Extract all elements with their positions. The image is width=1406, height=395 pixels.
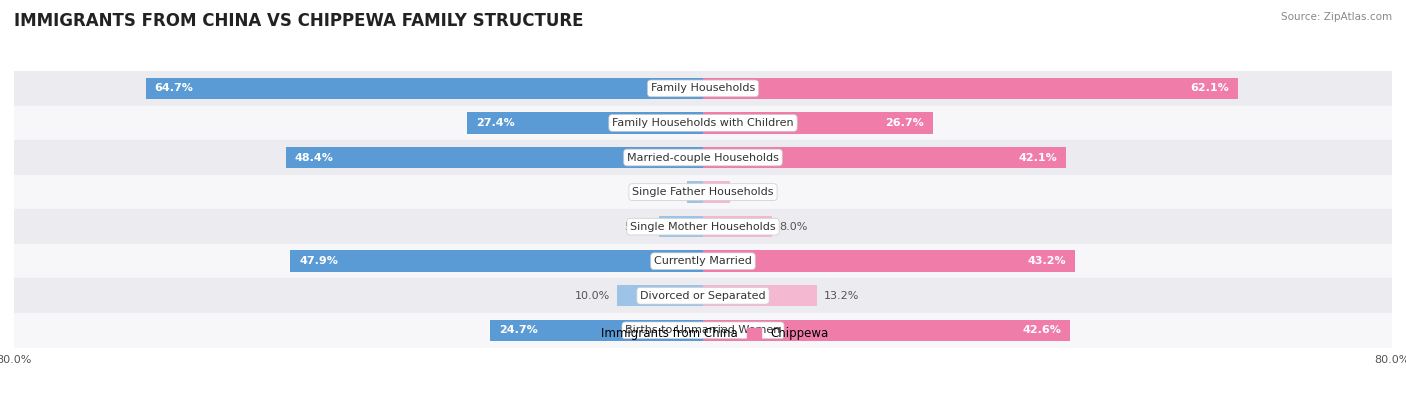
Bar [14,209,1392,244]
Text: Source: ZipAtlas.com: Source: ZipAtlas.com [1281,12,1392,22]
Bar [617,285,703,307]
Bar [14,106,1392,140]
Text: Married-couple Households: Married-couple Households [627,152,779,162]
Text: 64.7%: 64.7% [155,83,193,93]
Bar [291,250,703,272]
Text: 13.2%: 13.2% [824,291,859,301]
Bar [703,181,730,203]
Bar [14,313,1392,348]
Text: 42.1%: 42.1% [1018,152,1057,162]
Text: 26.7%: 26.7% [886,118,924,128]
Text: 47.9%: 47.9% [299,256,337,266]
Bar [703,216,772,237]
Bar [287,147,703,168]
Bar [659,216,703,237]
Text: 10.0%: 10.0% [575,291,610,301]
Bar [467,112,703,134]
Text: 1.8%: 1.8% [652,187,681,197]
Bar [703,112,934,134]
Text: 5.1%: 5.1% [624,222,652,231]
Bar [146,78,703,99]
Text: 42.6%: 42.6% [1022,325,1062,335]
Text: Births to Unmarried Women: Births to Unmarried Women [626,325,780,335]
Bar [703,250,1076,272]
Text: 3.1%: 3.1% [737,187,765,197]
Text: 48.4%: 48.4% [295,152,333,162]
Text: Currently Married: Currently Married [654,256,752,266]
Bar [703,285,817,307]
Bar [14,71,1392,106]
Text: 27.4%: 27.4% [475,118,515,128]
Bar [703,320,1070,341]
Text: Family Households: Family Households [651,83,755,93]
Text: 24.7%: 24.7% [499,325,537,335]
Bar [703,147,1066,168]
Bar [688,181,703,203]
Text: Single Mother Households: Single Mother Households [630,222,776,231]
Text: Divorced or Separated: Divorced or Separated [640,291,766,301]
Bar [14,140,1392,175]
Bar [703,78,1237,99]
Text: IMMIGRANTS FROM CHINA VS CHIPPEWA FAMILY STRUCTURE: IMMIGRANTS FROM CHINA VS CHIPPEWA FAMILY… [14,12,583,30]
Text: Family Households with Children: Family Households with Children [612,118,794,128]
Bar [14,278,1392,313]
Legend: Immigrants from China, Chippewa: Immigrants from China, Chippewa [572,322,834,344]
Bar [491,320,703,341]
Text: 62.1%: 62.1% [1191,83,1229,93]
Text: Single Father Households: Single Father Households [633,187,773,197]
Text: 43.2%: 43.2% [1028,256,1066,266]
Bar [14,175,1392,209]
Text: 8.0%: 8.0% [779,222,807,231]
Bar [14,244,1392,278]
